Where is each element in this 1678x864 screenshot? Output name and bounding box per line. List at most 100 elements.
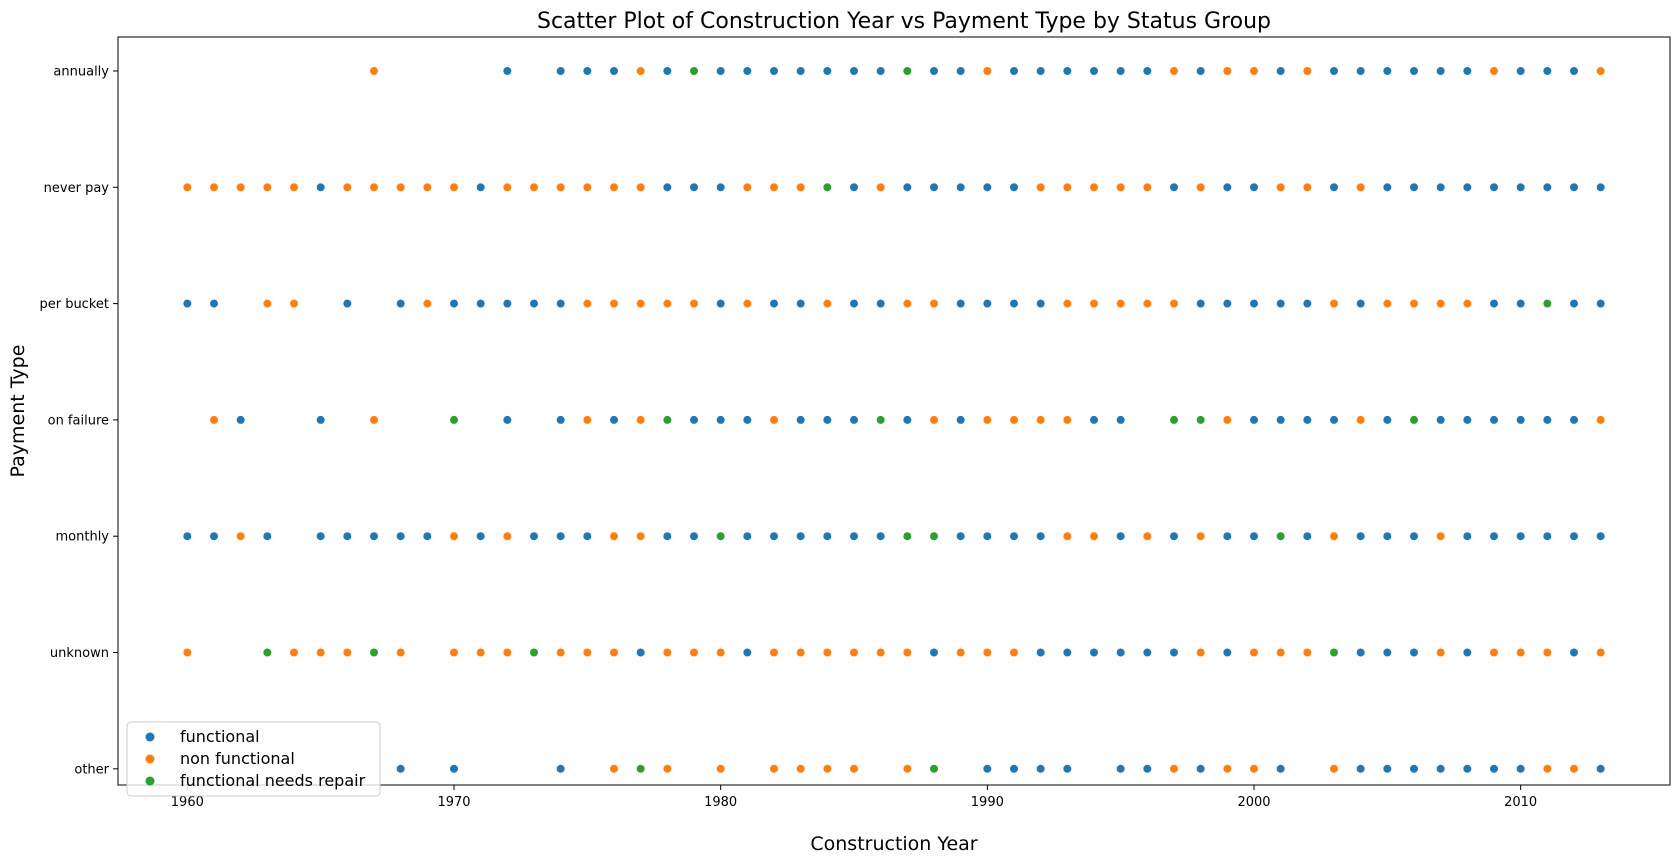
point-functional-monthly-2011	[1542, 531, 1552, 541]
point-functional-monthly-1961	[209, 531, 219, 541]
point-functional-monthly-1968	[396, 531, 406, 541]
point-functional-on-failure-2007	[1436, 415, 1446, 425]
point-non-functional-other-2011	[1542, 764, 1552, 774]
point-functional-other-2013	[1596, 764, 1606, 774]
point-non-functional-other-1987	[902, 764, 912, 774]
point-non-functional-per-bucket-1969	[422, 299, 432, 309]
point-functional-on-failure-1974	[556, 415, 566, 425]
point-functional-never-pay-2005	[1382, 182, 1392, 192]
point-non-functional-never-pay-1966	[342, 182, 352, 192]
point-functional-other-2004	[1356, 764, 1366, 774]
point-functional-per-bucket-2012	[1569, 299, 1579, 309]
point-functional-other-2008	[1462, 764, 1472, 774]
point-functional-on-failure-1962	[236, 415, 246, 425]
point-functional-on-failure-1981	[742, 415, 752, 425]
point-functional-needs-repair-monthly-2001	[1276, 531, 1286, 541]
point-functional-on-failure-2011	[1542, 415, 1552, 425]
point-functional-unknown-1977	[636, 647, 646, 658]
point-non-functional-per-bucket-1975	[582, 299, 592, 309]
point-functional-never-pay-1980	[716, 182, 726, 192]
point-functional-monthly-1960	[182, 531, 192, 541]
point-functional-other-1996	[1142, 764, 1152, 774]
point-non-functional-unknown-2013	[1596, 647, 1606, 658]
point-functional-annually-2008	[1462, 66, 1472, 76]
point-functional-monthly-1990	[982, 531, 992, 541]
point-non-functional-annually-1967	[369, 66, 379, 76]
point-non-functional-unknown-1984	[822, 647, 832, 658]
point-functional-monthly-1982	[769, 531, 779, 541]
point-non-functional-never-pay-1964	[289, 182, 299, 192]
point-functional-never-pay-1979	[689, 182, 699, 192]
point-non-functional-per-bucket-1994	[1089, 299, 1099, 309]
point-non-functional-unknown-1974	[556, 647, 566, 658]
point-functional-per-bucket-1970	[449, 299, 459, 309]
point-non-functional-per-bucket-1995	[1116, 299, 1126, 309]
legend-frame	[126, 721, 381, 797]
x-tick-label-2000: 2000	[1237, 795, 1270, 810]
point-non-functional-unknown-1964	[289, 647, 299, 658]
point-functional-other-1998	[1196, 764, 1206, 774]
x-tick-label-2010: 2010	[1504, 795, 1537, 810]
x-tick-label-1980: 1980	[704, 795, 737, 810]
point-functional-annually-1976	[609, 66, 619, 76]
point-non-functional-other-1980	[716, 764, 726, 774]
point-functional-monthly-1973	[529, 531, 539, 541]
y-tick-label-on-failure: on failure	[48, 413, 109, 428]
point-non-functional-never-pay-1969	[422, 182, 432, 192]
point-non-functional-never-pay-1968	[396, 182, 406, 192]
point-functional-monthly-1966	[342, 531, 352, 541]
point-non-functional-unknown-1987	[902, 647, 912, 658]
point-functional-monthly-2013	[1596, 531, 1606, 541]
point-non-functional-other-1978	[662, 764, 672, 774]
point-functional-never-pay-2012	[1569, 182, 1579, 192]
point-functional-unknown-1995	[1116, 647, 1126, 658]
point-functional-on-failure-1987	[902, 415, 912, 425]
point-functional-needs-repair-unknown-2003	[1329, 647, 1339, 658]
y-tick-label-annually: annually	[53, 65, 109, 80]
point-functional-needs-repair-never-pay-1984	[822, 182, 832, 192]
point-functional-annually-2001	[1276, 66, 1286, 76]
point-functional-unknown-1993	[1062, 647, 1072, 658]
point-functional-monthly-1992	[1036, 531, 1046, 541]
point-non-functional-monthly-2007	[1436, 531, 1446, 541]
point-functional-on-failure-1985	[849, 415, 859, 425]
point-functional-per-bucket-2002	[1302, 299, 1312, 309]
point-functional-monthly-2009	[1489, 531, 1499, 541]
point-functional-unknown-1997	[1169, 647, 1179, 658]
point-non-functional-never-pay-1975	[582, 182, 592, 192]
point-functional-annually-1994	[1089, 66, 1099, 76]
y-axis-title: Payment Type	[7, 345, 29, 478]
point-non-functional-per-bucket-1987	[902, 299, 912, 309]
point-functional-per-bucket-2010	[1516, 299, 1526, 309]
point-non-functional-on-failure-1977	[636, 415, 646, 425]
point-functional-unknown-2005	[1382, 647, 1392, 658]
point-functional-annually-2003	[1329, 66, 1339, 76]
point-functional-on-failure-2001	[1276, 415, 1286, 425]
point-functional-monthly-2000	[1249, 531, 1259, 541]
point-non-functional-unknown-1986	[876, 647, 886, 658]
point-functional-annually-1985	[849, 66, 859, 76]
point-non-functional-never-pay-1983	[796, 182, 806, 192]
point-functional-never-pay-2008	[1462, 182, 1472, 192]
point-functional-monthly-2012	[1569, 531, 1579, 541]
point-non-functional-unknown-1975	[582, 647, 592, 658]
point-functional-per-bucket-1960	[182, 299, 192, 309]
legend-marker-non-functional	[145, 754, 155, 764]
point-functional-on-failure-2009	[1489, 415, 1499, 425]
point-non-functional-unknown-2009	[1489, 647, 1499, 658]
x-tick-label-1960: 1960	[171, 795, 204, 810]
point-functional-annually-2012	[1569, 66, 1579, 76]
point-non-functional-per-bucket-1964	[289, 299, 299, 309]
plot-frame	[117, 36, 1671, 786]
point-functional-other-2006	[1409, 764, 1419, 774]
point-functional-never-pay-2000	[1249, 182, 1259, 192]
point-non-functional-never-pay-1961	[209, 182, 219, 192]
point-non-functional-never-pay-2004	[1356, 182, 1366, 192]
point-functional-unknown-2008	[1462, 647, 1472, 658]
point-functional-other-2010	[1516, 764, 1526, 774]
point-non-functional-annually-2009	[1489, 66, 1499, 76]
point-functional-monthly-1983	[796, 531, 806, 541]
point-functional-per-bucket-1989	[956, 299, 966, 309]
point-functional-per-bucket-1968	[396, 299, 406, 309]
